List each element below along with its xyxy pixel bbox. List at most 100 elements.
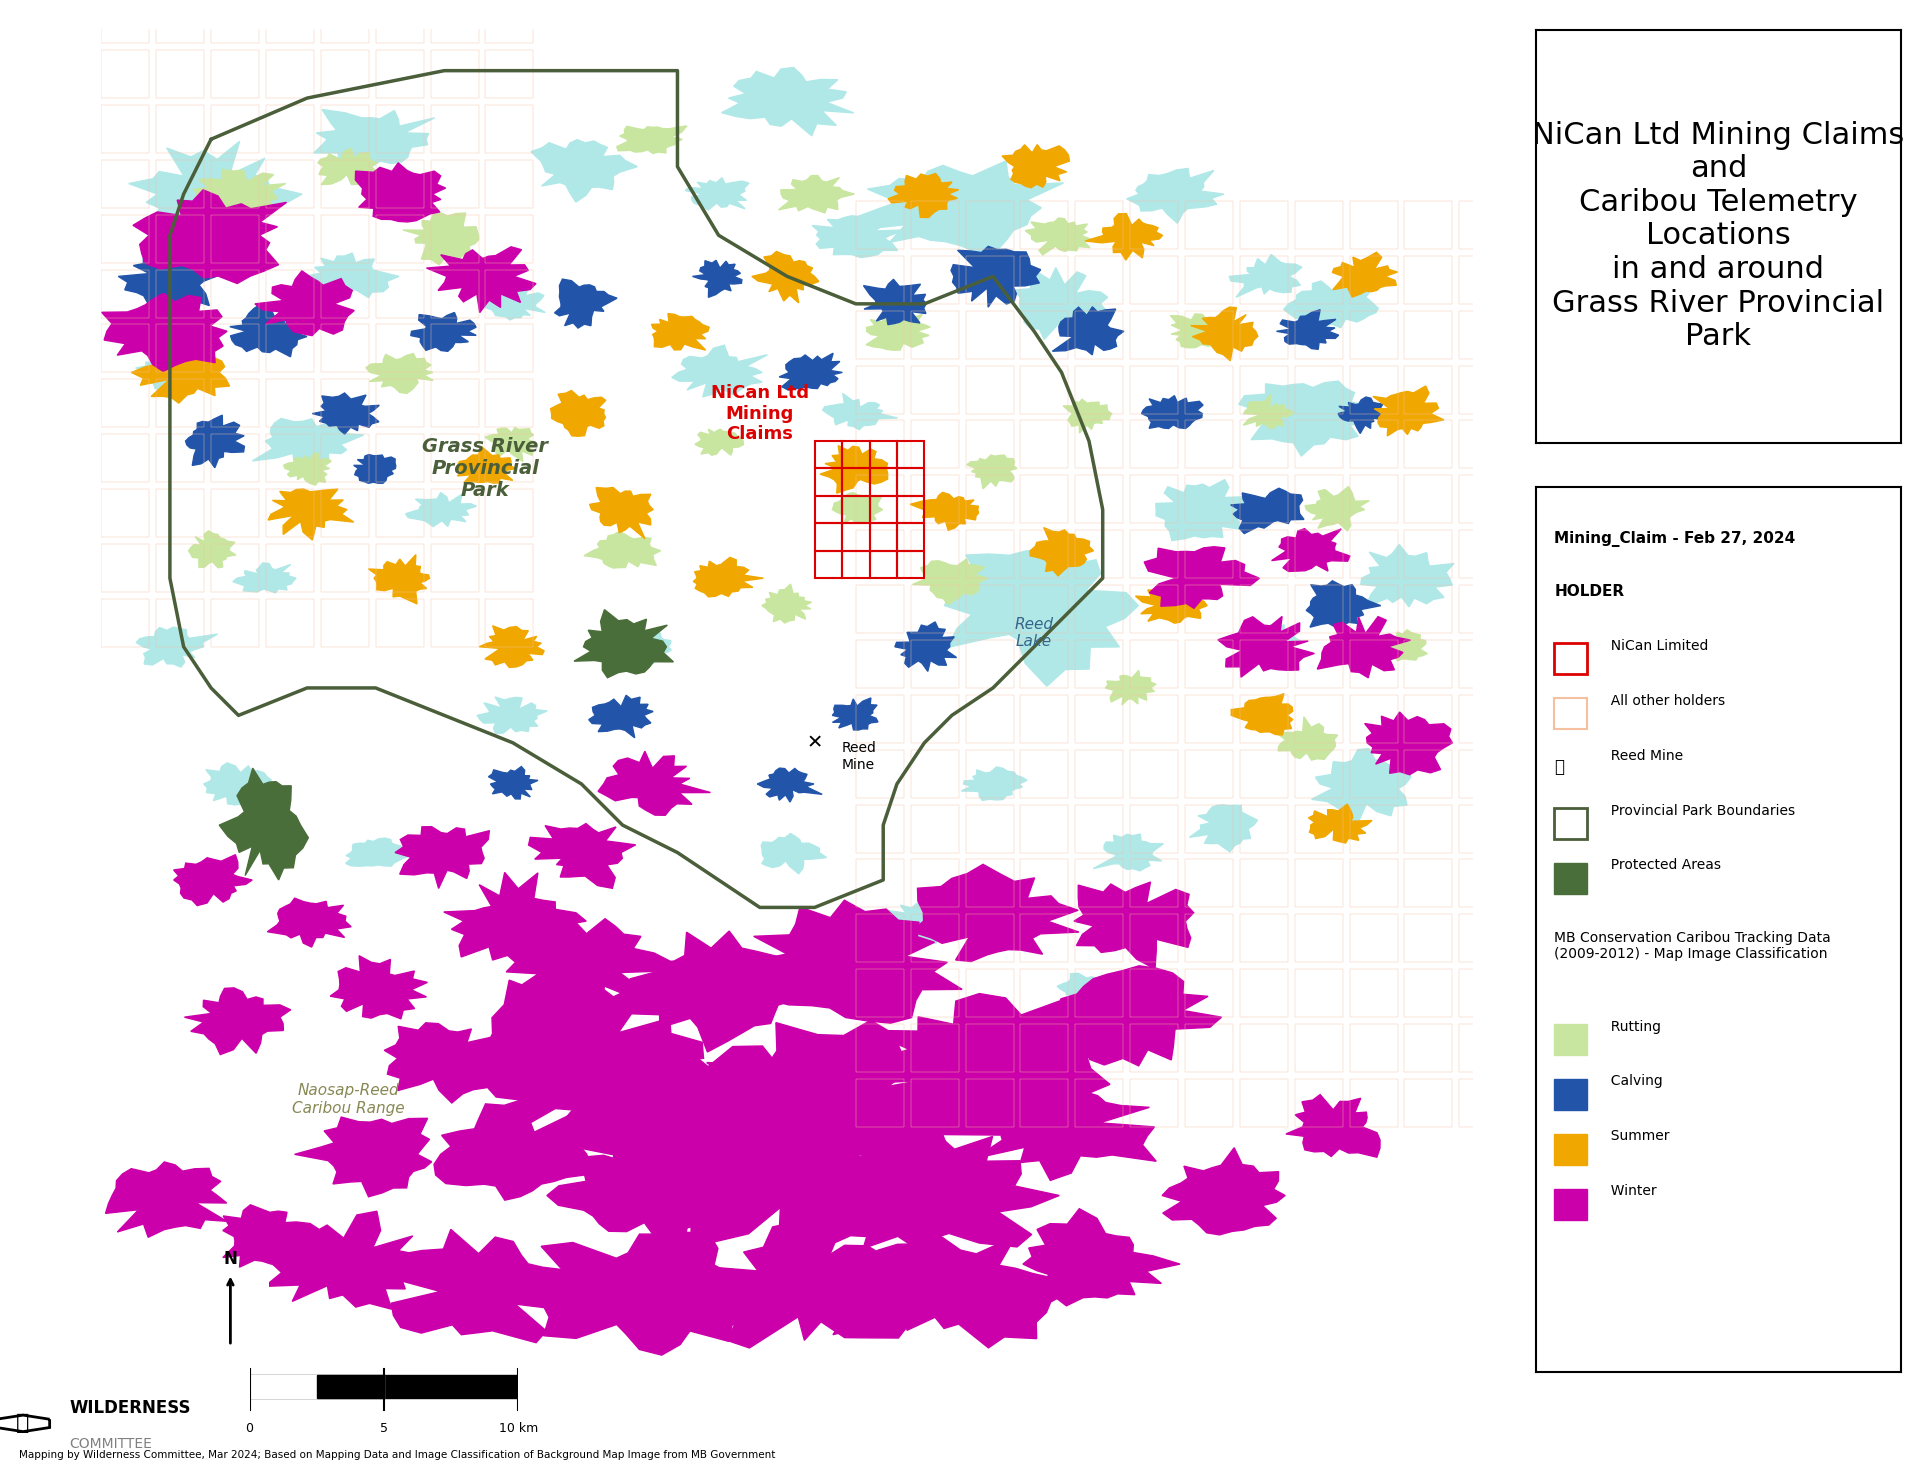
Bar [1020, 640, 1068, 687]
Bar [1185, 1078, 1233, 1127]
FancyBboxPatch shape [1555, 808, 1588, 839]
Text: 5: 5 [380, 1422, 388, 1435]
Bar [376, 215, 424, 263]
Text: Protected Areas: Protected Areas [1601, 858, 1720, 872]
Bar [1185, 1024, 1233, 1072]
Bar [1459, 804, 1507, 853]
Bar [856, 311, 904, 358]
FancyBboxPatch shape [1555, 1189, 1588, 1220]
Bar [1459, 749, 1507, 798]
Bar [1075, 1078, 1123, 1127]
Bar [102, 544, 150, 591]
Polygon shape [305, 254, 399, 302]
Polygon shape [1190, 805, 1258, 853]
Polygon shape [313, 392, 380, 434]
Bar [1185, 475, 1233, 524]
Polygon shape [1023, 1208, 1181, 1305]
Text: Mining_Claim - Feb 27, 2024: Mining_Claim - Feb 27, 2024 [1555, 531, 1795, 547]
Text: MB Conservation Caribou Tracking Data
(2009-2012) - Map Image Classification: MB Conservation Caribou Tracking Data (2… [1555, 931, 1832, 962]
Polygon shape [465, 976, 703, 1155]
Bar [1294, 530, 1342, 578]
Bar [211, 270, 259, 317]
Polygon shape [367, 354, 434, 394]
Bar [870, 496, 897, 524]
Bar [486, 215, 534, 263]
Bar [267, 379, 315, 428]
Bar [1405, 366, 1453, 413]
Polygon shape [1127, 168, 1223, 223]
Bar [910, 366, 958, 413]
Bar [1075, 201, 1123, 249]
Bar [1405, 804, 1453, 853]
Polygon shape [1231, 488, 1304, 534]
Bar [897, 496, 924, 524]
Bar [1185, 640, 1233, 687]
Bar [1294, 640, 1342, 687]
Bar [897, 469, 924, 496]
Polygon shape [1044, 966, 1221, 1066]
Bar [321, 215, 369, 263]
Bar [430, 50, 478, 97]
Bar [1185, 255, 1233, 304]
Bar [1350, 640, 1398, 687]
Bar [1350, 1024, 1398, 1072]
Polygon shape [910, 493, 979, 531]
Polygon shape [319, 149, 376, 184]
Bar [856, 201, 904, 249]
Bar [1240, 640, 1288, 687]
Bar [250, 1375, 518, 1398]
Polygon shape [1052, 307, 1123, 355]
Bar [1459, 530, 1507, 578]
Bar [966, 530, 1014, 578]
Text: N: N [223, 1251, 238, 1268]
Bar [1131, 586, 1179, 633]
Bar [1020, 1078, 1068, 1127]
Polygon shape [346, 838, 409, 866]
Bar [267, 50, 315, 97]
Text: 0: 0 [246, 1422, 253, 1435]
Bar [843, 550, 870, 578]
Bar [1405, 201, 1453, 249]
Bar [910, 969, 958, 1018]
Polygon shape [1162, 1148, 1284, 1235]
Bar [102, 490, 150, 537]
Bar [1020, 311, 1068, 358]
Bar [966, 860, 1014, 907]
Bar [1459, 640, 1507, 687]
Polygon shape [820, 445, 887, 493]
Polygon shape [589, 695, 653, 738]
Bar [1350, 530, 1398, 578]
Text: Rutting: Rutting [1601, 1019, 1661, 1034]
Bar [1075, 695, 1123, 743]
Polygon shape [1309, 804, 1373, 844]
Bar [910, 475, 958, 524]
Bar [1020, 914, 1068, 962]
Bar [1020, 804, 1068, 853]
Polygon shape [186, 414, 244, 468]
Bar [102, 324, 150, 372]
Bar [486, 324, 534, 372]
Bar [321, 50, 369, 97]
Bar [1020, 420, 1068, 469]
Bar [1350, 860, 1398, 907]
Text: NiCan Ltd
Mining
Claims: NiCan Ltd Mining Claims [710, 384, 808, 444]
Bar [966, 640, 1014, 687]
Bar [1459, 969, 1507, 1018]
Bar [1185, 860, 1233, 907]
Bar [856, 804, 904, 853]
Polygon shape [403, 212, 478, 264]
Bar [1294, 749, 1342, 798]
Bar [870, 550, 897, 578]
Bar [966, 695, 1014, 743]
Bar [910, 860, 958, 907]
Polygon shape [1306, 581, 1380, 627]
Bar [156, 0, 204, 43]
Bar [1405, 1078, 1453, 1127]
Bar [1131, 860, 1179, 907]
Polygon shape [1235, 625, 1302, 668]
Polygon shape [730, 900, 962, 1024]
FancyBboxPatch shape [1555, 1134, 1588, 1165]
Bar [843, 524, 870, 550]
Bar [966, 255, 1014, 304]
Polygon shape [1217, 617, 1315, 677]
